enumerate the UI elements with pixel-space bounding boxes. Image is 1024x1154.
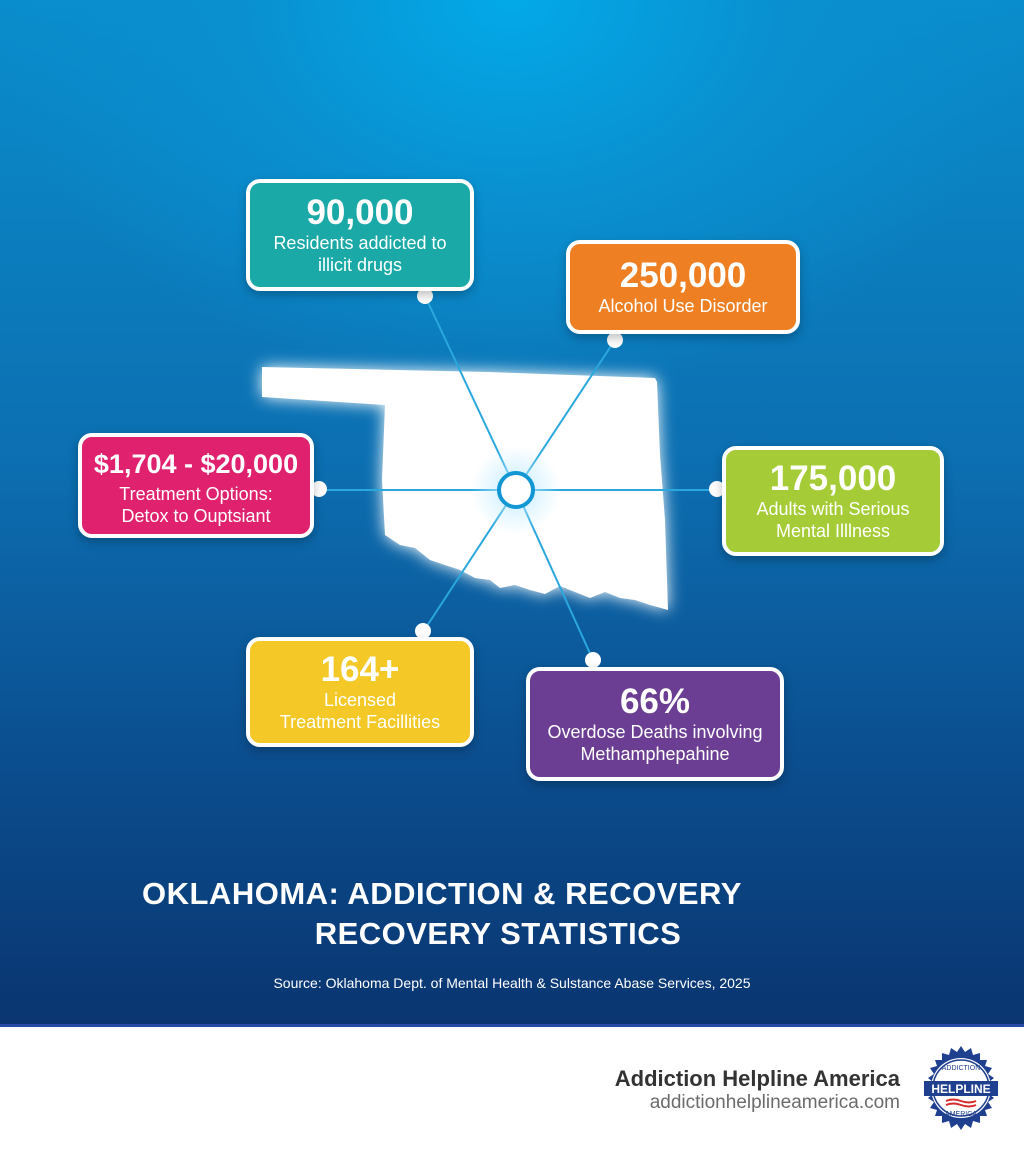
svg-text:ADDICTION: ADDICTION: [942, 1065, 981, 1072]
stat-value: $1,704 - $20,000: [93, 448, 299, 479]
connector-knob: [585, 652, 601, 668]
stat-card-treatment-cost: $1,704 - $20,000 Treatment Options: Deto…: [78, 433, 314, 538]
stat-value: 66%: [619, 682, 691, 721]
stat-label: Treatment Facillities: [279, 712, 441, 732]
stat-card-mental-illness: 175,000 Adults with Serious Mental Illln…: [722, 446, 944, 556]
stat-value: 90,000: [306, 193, 414, 232]
stat-label: Methamphepahine: [580, 744, 730, 764]
stat-label: Treatment Options:: [119, 483, 273, 504]
helpline-badge-logo-icon: HELPLINE ADDICTION AMERICA: [924, 1046, 998, 1130]
source-citation: Source: Oklahoma Dept. of Mental Health …: [273, 975, 751, 991]
stat-label: Licensed: [323, 690, 397, 710]
stat-card-facilities: 164+ Licensed Treatment Facillities: [246, 637, 474, 747]
hub-circle: [497, 471, 535, 509]
connector-knob: [311, 481, 327, 497]
connector-knob: [709, 481, 725, 497]
stat-label: Mental Illlness: [775, 521, 891, 541]
svg-text:HELPLINE: HELPLINE: [931, 1082, 990, 1096]
poster-title-line1: OKLAHOMA: ADDICTION & RECOVERY: [142, 876, 742, 911]
stat-label: Overdose Deaths involving: [547, 722, 763, 742]
stat-card-alcohol: 250,000 Alcohol Use Disorder: [566, 240, 800, 334]
brand-url-link[interactable]: addictionhelplineamerica.com: [649, 1092, 900, 1113]
stat-label: illicit drugs: [317, 255, 403, 275]
stat-label: Adults with Serious: [756, 499, 910, 519]
stat-value: 164+: [320, 650, 400, 689]
stat-card-overdose: 66% Overdose Deaths involving Methamphep…: [526, 667, 784, 781]
oklahoma-map-graphic: [262, 295, 716, 661]
stat-value: 250,000: [619, 256, 747, 295]
connector-knob: [415, 623, 431, 639]
infographic-poster: 90,000 Residents addicted to illicit dru…: [0, 0, 1024, 1024]
stat-label: Detox to Ouptsiant: [121, 505, 271, 526]
stat-label: Residents addicted to: [273, 233, 447, 253]
svg-text:AMERICA: AMERICA: [945, 1111, 977, 1118]
divider: [0, 1024, 1024, 1027]
connector-knob: [607, 332, 623, 348]
oklahoma-state-shape: [262, 367, 668, 610]
poster-title-line2: RECOVERY STATISTICS: [314, 916, 682, 951]
connector-knob: [417, 288, 433, 304]
stat-value: 175,000: [769, 459, 897, 498]
stat-card-illicit-drugs: 90,000 Residents addicted to illicit dru…: [246, 179, 474, 291]
brand-name: Addiction Helpline America: [614, 1066, 900, 1091]
stat-label: Alcohol Use Disorder: [598, 296, 768, 316]
